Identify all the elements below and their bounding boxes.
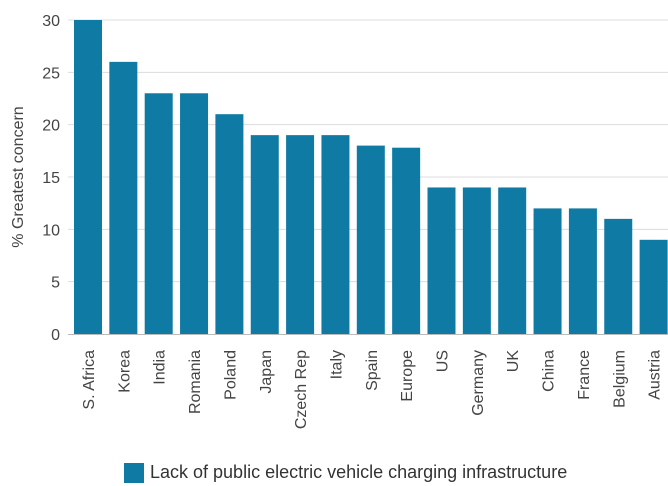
bar-s-africa [74,20,102,334]
x-tick-label: Korea [116,350,133,393]
bar-italy [321,135,350,334]
bar-japan [250,135,279,334]
bar-china [533,208,562,334]
x-tick-label: France [576,350,593,400]
bar-us [427,187,456,334]
bar-korea [109,61,138,334]
bar-czech-rep [286,135,315,334]
y-tick-label: 20 [42,118,60,135]
bar-poland [215,114,244,334]
x-tick-label: Poland [222,350,239,400]
x-tick-label: Belgium [611,350,628,408]
y-tick-label: 0 [51,327,60,344]
y-axis: 0 5 10 15 20 25 30 [42,13,60,344]
y-tick-label: 30 [42,13,60,30]
legend-swatch [124,462,144,483]
bar-france [568,208,597,334]
legend-label: Lack of public electric vehicle charging… [150,462,568,482]
y-tick-label: 15 [42,170,60,187]
bar-india [144,93,173,335]
x-tick-label: Italy [328,350,345,379]
x-tick-label: Spain [364,350,381,391]
x-tick-label: S. Africa [81,350,98,410]
y-tick-label: 25 [42,65,60,82]
bar-uk [498,187,527,334]
x-tick-label: China [541,350,558,392]
x-tick-label: Czech Rep [293,350,310,429]
x-tick-label: US [435,350,452,372]
bar-spain [356,145,385,334]
y-tick-label: 5 [51,275,60,292]
bars [74,20,668,335]
x-tick-label: India [152,350,169,385]
bar-germany [462,187,491,334]
bar-romania [180,93,209,335]
bar-austria [639,239,668,334]
x-tick-label: Romania [187,350,204,414]
bar-europe [392,147,421,334]
x-tick-label: Japan [258,350,275,394]
x-tick-label: Germany [470,350,487,416]
x-tick-label: UK [505,350,522,373]
x-tick-label: Europe [399,350,416,402]
y-axis-label: % Greatest concern [10,106,27,247]
bar-belgium [604,218,633,334]
y-tick-label: 10 [42,222,60,239]
x-axis: S. Africa Korea India Romania Poland Japan Cze… [81,350,664,429]
legend: Lack of public electric vehicle charging… [124,462,567,483]
x-tick-label: Austria [647,350,664,400]
